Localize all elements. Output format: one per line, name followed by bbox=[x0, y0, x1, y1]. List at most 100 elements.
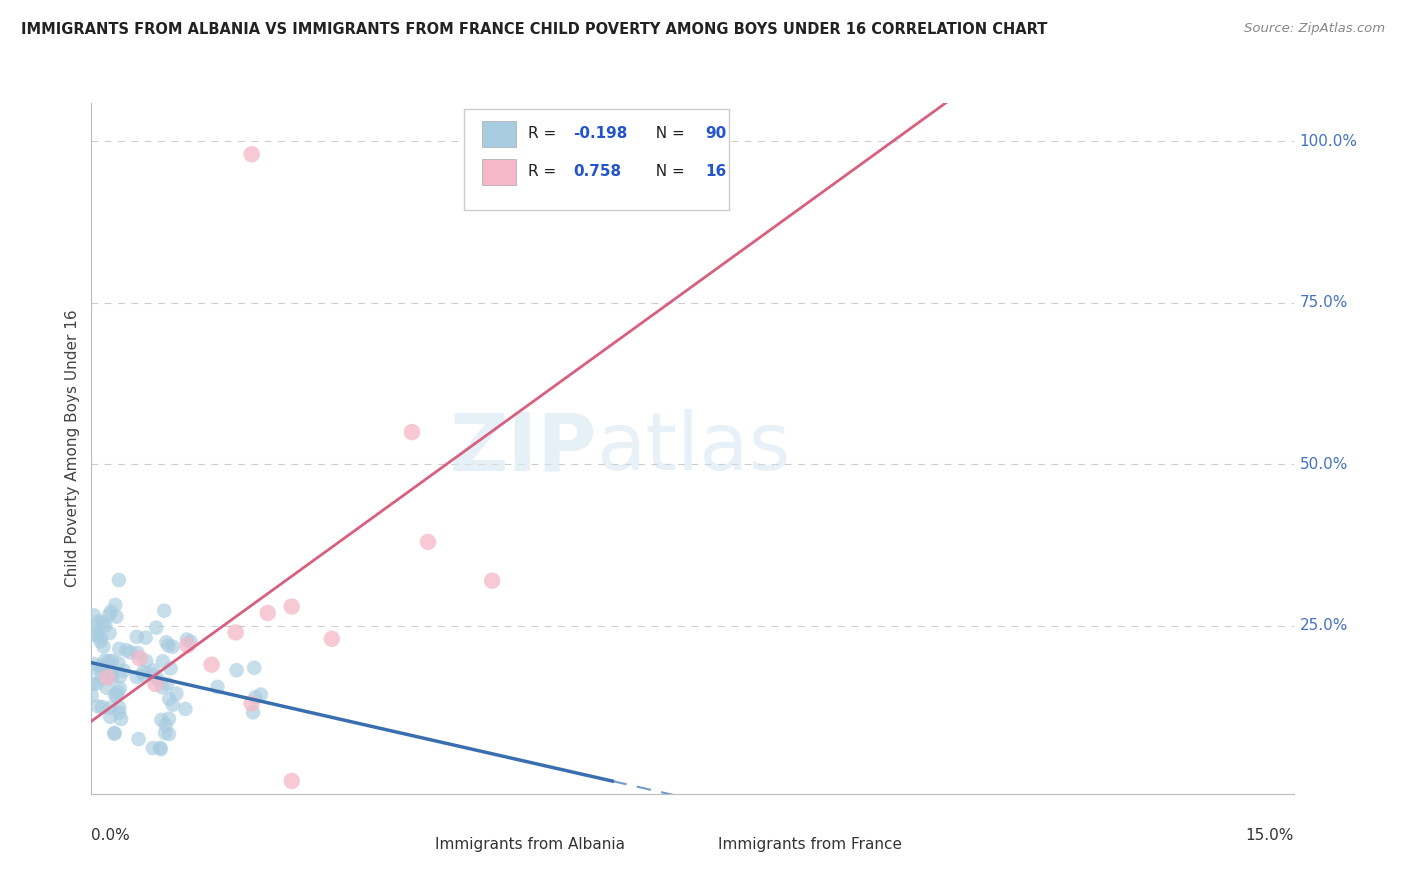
Point bbox=[146, 672, 169, 686]
Point bbox=[108, 706, 131, 720]
Point bbox=[132, 668, 155, 682]
Point bbox=[89, 634, 111, 648]
Point bbox=[103, 726, 125, 740]
Point bbox=[112, 664, 135, 678]
Point bbox=[176, 638, 198, 652]
Point bbox=[321, 632, 343, 646]
Text: N =: N = bbox=[645, 126, 689, 141]
Point bbox=[225, 625, 247, 640]
Point bbox=[142, 741, 165, 756]
Point bbox=[80, 661, 103, 675]
Point bbox=[86, 676, 108, 690]
Point bbox=[96, 671, 118, 685]
Text: 0.758: 0.758 bbox=[574, 164, 621, 179]
Point bbox=[152, 681, 174, 695]
FancyBboxPatch shape bbox=[404, 834, 430, 855]
Point bbox=[87, 699, 110, 714]
Point bbox=[135, 631, 157, 645]
Point bbox=[156, 677, 179, 691]
Point bbox=[90, 671, 112, 685]
Point bbox=[162, 698, 184, 712]
Point bbox=[98, 701, 121, 715]
Point bbox=[96, 681, 118, 695]
Point bbox=[159, 661, 181, 675]
Point bbox=[153, 726, 176, 740]
Point bbox=[90, 663, 112, 677]
Text: atlas: atlas bbox=[596, 409, 790, 487]
Point bbox=[207, 680, 229, 694]
Text: Immigrants from France: Immigrants from France bbox=[717, 837, 901, 852]
Point bbox=[90, 631, 112, 645]
Point bbox=[401, 425, 423, 439]
Point bbox=[108, 681, 131, 696]
Point bbox=[240, 697, 263, 711]
Point bbox=[245, 690, 267, 705]
Text: R =: R = bbox=[527, 164, 561, 179]
Point bbox=[100, 605, 122, 619]
Text: 25.0%: 25.0% bbox=[1299, 618, 1348, 633]
FancyBboxPatch shape bbox=[482, 120, 516, 147]
FancyBboxPatch shape bbox=[464, 110, 728, 210]
Point bbox=[155, 635, 177, 649]
FancyBboxPatch shape bbox=[686, 834, 713, 855]
Point bbox=[90, 658, 112, 673]
Point bbox=[153, 604, 176, 618]
Point bbox=[256, 606, 278, 620]
Point bbox=[94, 654, 117, 668]
Point bbox=[110, 712, 132, 726]
Y-axis label: Child Poverty Among Boys Under 16: Child Poverty Among Boys Under 16 bbox=[65, 310, 80, 587]
Point bbox=[107, 685, 129, 699]
Point bbox=[132, 665, 155, 679]
Point bbox=[149, 740, 172, 755]
Point bbox=[98, 607, 121, 622]
Point bbox=[157, 727, 180, 741]
Point bbox=[94, 618, 117, 632]
FancyBboxPatch shape bbox=[482, 159, 516, 185]
Point bbox=[82, 677, 104, 691]
Point bbox=[125, 630, 148, 644]
Point bbox=[135, 654, 157, 668]
Point bbox=[145, 621, 167, 635]
Point bbox=[250, 688, 273, 702]
Point bbox=[481, 574, 503, 588]
Point bbox=[225, 663, 247, 677]
Text: 0.0%: 0.0% bbox=[91, 829, 131, 844]
Point bbox=[115, 643, 138, 657]
Text: 75.0%: 75.0% bbox=[1299, 295, 1348, 310]
Point bbox=[281, 599, 304, 614]
Point bbox=[128, 732, 150, 747]
Point bbox=[108, 573, 131, 587]
Point bbox=[91, 615, 114, 630]
Point bbox=[127, 646, 149, 660]
Point bbox=[152, 654, 174, 668]
Point bbox=[101, 670, 124, 684]
Point bbox=[101, 654, 124, 668]
Text: Source: ZipAtlas.com: Source: ZipAtlas.com bbox=[1244, 22, 1385, 36]
Point bbox=[105, 689, 128, 703]
Point bbox=[91, 700, 114, 714]
Text: N =: N = bbox=[645, 164, 689, 179]
Point bbox=[108, 641, 131, 656]
Point bbox=[150, 713, 173, 727]
Point bbox=[108, 700, 131, 714]
Point bbox=[201, 657, 224, 672]
Point bbox=[120, 645, 142, 659]
Point bbox=[162, 640, 184, 654]
Text: R =: R = bbox=[527, 126, 561, 141]
Text: 50.0%: 50.0% bbox=[1299, 457, 1348, 472]
Point bbox=[142, 664, 165, 678]
Point bbox=[145, 677, 167, 691]
Point bbox=[107, 657, 129, 671]
Text: 90: 90 bbox=[706, 126, 727, 141]
Point bbox=[157, 712, 180, 726]
Point bbox=[243, 661, 266, 675]
Text: IMMIGRANTS FROM ALBANIA VS IMMIGRANTS FROM FRANCE CHILD POVERTY AMONG BOYS UNDER: IMMIGRANTS FROM ALBANIA VS IMMIGRANTS FR… bbox=[21, 22, 1047, 37]
Text: -0.198: -0.198 bbox=[574, 126, 628, 141]
Point bbox=[108, 669, 131, 683]
Point bbox=[98, 710, 121, 724]
Point bbox=[84, 626, 107, 640]
Point bbox=[86, 621, 108, 635]
Point bbox=[416, 535, 439, 549]
Text: 100.0%: 100.0% bbox=[1299, 134, 1358, 149]
Point bbox=[98, 626, 121, 640]
